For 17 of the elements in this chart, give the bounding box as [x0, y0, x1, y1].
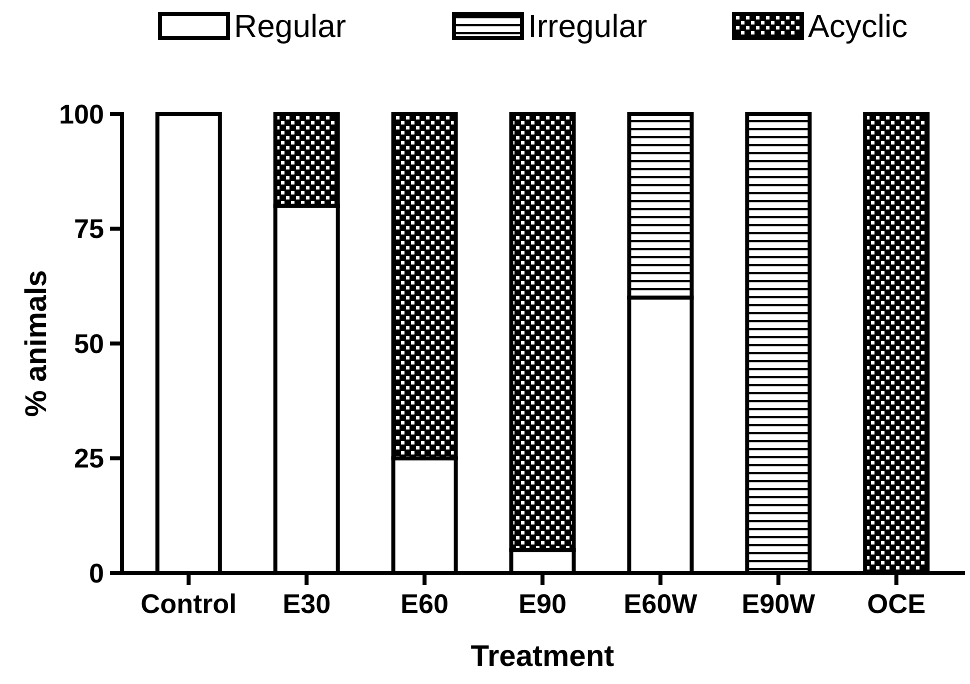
legend-label: Regular: [234, 8, 346, 44]
x-tick-label: E60: [400, 589, 449, 619]
x-tick-label: E90: [518, 589, 567, 619]
y-tick-label: 25: [74, 444, 104, 474]
x-tick-label: Control: [140, 589, 237, 619]
x-tick-label: E60W: [624, 589, 698, 619]
y-tick-label: 50: [74, 328, 104, 359]
x-tick-label: E90W: [742, 589, 816, 619]
legend-label: Acyclic: [808, 8, 908, 44]
y-tick-label: 75: [74, 214, 104, 244]
x-tick-label: E30: [282, 589, 331, 619]
y-tick-label: 100: [58, 99, 104, 130]
legend-label: Irregular: [528, 8, 648, 44]
y-tick-label: 0: [88, 558, 104, 588]
x-axis-title: Treatment: [470, 640, 614, 673]
y-axis-title: % animals: [20, 270, 53, 417]
x-tick-label: OCE: [867, 589, 926, 619]
